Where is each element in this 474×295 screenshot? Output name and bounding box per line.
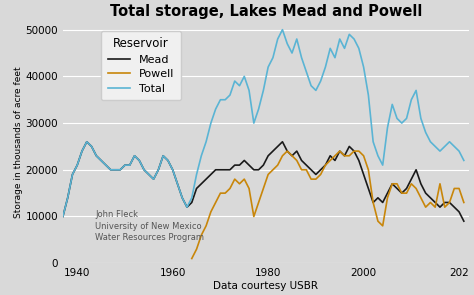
Powell xyxy=(394,182,400,186)
Powell xyxy=(189,257,195,260)
Text: John Fleck
University of New Mexico
Water Resources Program: John Fleck University of New Mexico Wate… xyxy=(95,210,204,242)
Total xyxy=(280,28,285,32)
Mead xyxy=(60,215,66,218)
Total xyxy=(60,215,66,218)
Powell xyxy=(251,215,256,218)
Total xyxy=(179,196,185,200)
Mead xyxy=(84,140,90,144)
X-axis label: Data courtesy USBR: Data courtesy USBR xyxy=(213,281,318,291)
Powell xyxy=(461,201,467,204)
Y-axis label: Storage in thousands of acre feet: Storage in thousands of acre feet xyxy=(14,66,23,218)
Total xyxy=(461,159,467,162)
Mead xyxy=(203,177,209,181)
Mead xyxy=(442,201,447,204)
Mead xyxy=(132,154,137,158)
Mead xyxy=(461,219,467,223)
Powell xyxy=(256,201,262,204)
Powell xyxy=(284,149,290,153)
Total xyxy=(442,145,447,148)
Line: Mead: Mead xyxy=(63,142,464,221)
Line: Powell: Powell xyxy=(192,151,464,258)
Mead xyxy=(184,205,190,209)
Mead xyxy=(265,154,271,158)
Line: Total: Total xyxy=(63,30,464,217)
Powell xyxy=(451,187,457,190)
Title: Total storage, Lakes Mead and Powell: Total storage, Lakes Mead and Powell xyxy=(109,4,422,19)
Total xyxy=(184,205,190,209)
Powell xyxy=(375,219,381,223)
Total xyxy=(199,154,204,158)
Mead xyxy=(189,201,195,204)
Total xyxy=(127,163,133,167)
Powell xyxy=(423,205,428,209)
Total xyxy=(261,88,266,92)
Legend: Mead, Powell, Total: Mead, Powell, Total xyxy=(101,31,181,100)
